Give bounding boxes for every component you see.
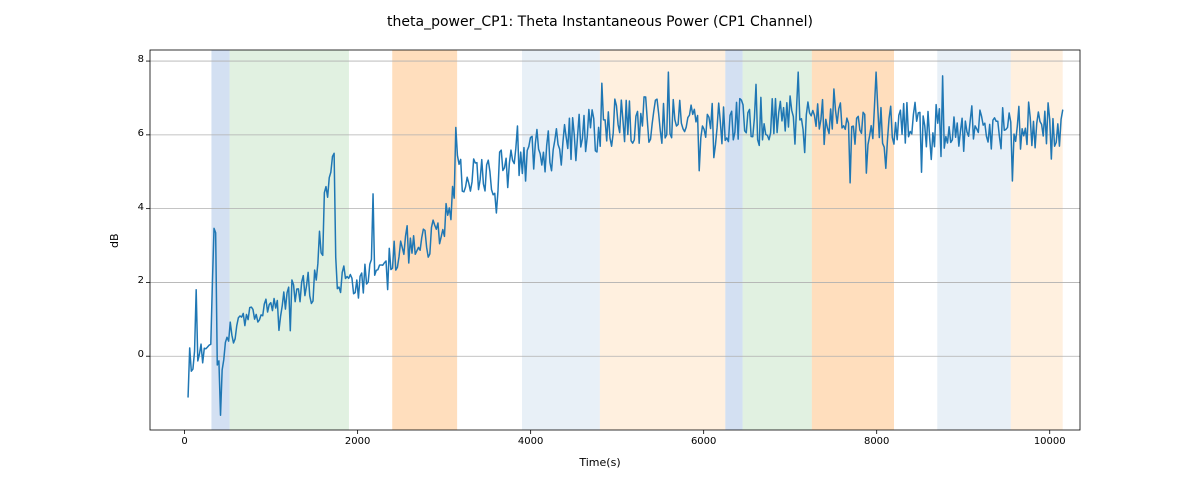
x-tick-label: 10000 <box>1030 436 1070 447</box>
x-tick-label: 4000 <box>511 436 551 447</box>
figure: theta_power_CP1: Theta Instantaneous Pow… <box>0 0 1200 500</box>
x-tick-label: 8000 <box>857 436 897 447</box>
x-tick-label: 2000 <box>338 436 378 447</box>
y-tick-label: 4 <box>122 202 144 213</box>
y-tick-label: 6 <box>122 128 144 139</box>
x-tick-label: 6000 <box>684 436 724 447</box>
y-tick-label: 8 <box>122 54 144 65</box>
y-tick-label: 2 <box>122 275 144 286</box>
x-tick-label: 0 <box>165 436 205 447</box>
y-tick-label: 0 <box>122 349 144 360</box>
plot-svg <box>0 0 1200 500</box>
